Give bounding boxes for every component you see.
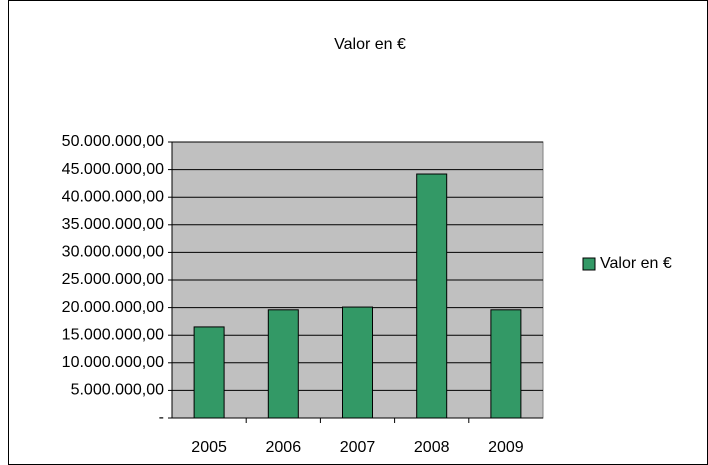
- legend-label: Valor en €: [600, 255, 672, 272]
- chart-title: Valor en €: [334, 36, 406, 53]
- y-tick-label: 10.000.000,00: [62, 354, 164, 371]
- y-tick-label: 25.000.000,00: [62, 271, 164, 288]
- y-tick-label: 40.000.000,00: [62, 188, 164, 205]
- bar: [490, 309, 522, 419]
- y-tick-label: 15.000.000,00: [62, 326, 164, 343]
- bar: [416, 173, 448, 419]
- y-tick-label: 50.000.000,00: [62, 133, 164, 150]
- y-tick-label: 35.000.000,00: [62, 216, 164, 233]
- x-tick-label: 2006: [266, 439, 302, 456]
- legend-swatch: [582, 257, 596, 271]
- bar: [342, 306, 373, 419]
- x-tick-label: 2007: [340, 439, 376, 456]
- y-tick-label: 45.000.000,00: [62, 161, 164, 178]
- y-tick-label: 30.000.000,00: [62, 244, 164, 261]
- y-tick-label: 5.000.000,00: [71, 382, 165, 399]
- bar: [267, 309, 299, 419]
- y-tick-label: -: [159, 409, 164, 426]
- bar: [193, 326, 225, 419]
- x-tick-label: 2005: [191, 439, 227, 456]
- x-tick-label: 2009: [488, 439, 524, 456]
- y-tick-label: 20.000.000,00: [62, 299, 164, 316]
- x-tick-label: 2008: [414, 439, 450, 456]
